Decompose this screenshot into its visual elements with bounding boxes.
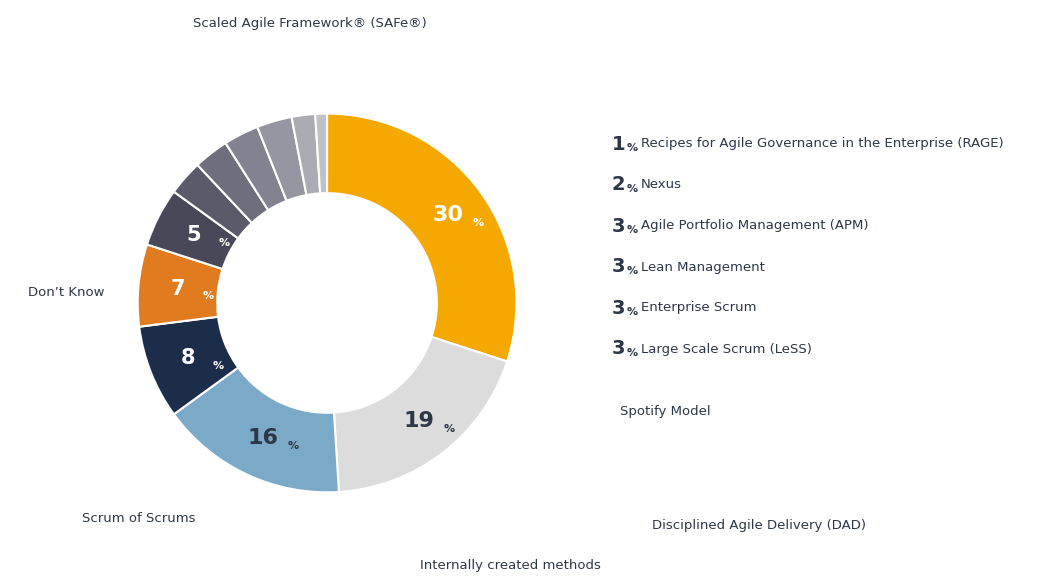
Text: 3: 3: [612, 339, 625, 359]
Text: Recipes for Agile Governance in the Enterprise (RAGE): Recipes for Agile Governance in the Ente…: [641, 137, 1003, 150]
Text: Disciplined Agile Delivery (DAD): Disciplined Agile Delivery (DAD): [652, 518, 866, 531]
Wedge shape: [315, 114, 327, 193]
Text: 3: 3: [612, 258, 625, 276]
Text: %: %: [443, 424, 455, 434]
Text: %: %: [212, 360, 224, 370]
Wedge shape: [174, 165, 252, 238]
Text: %: %: [627, 225, 638, 235]
Wedge shape: [197, 143, 268, 223]
Text: Scaled Agile Framework® (SAFe®): Scaled Agile Framework® (SAFe®): [193, 18, 427, 31]
Wedge shape: [147, 192, 238, 269]
Text: %: %: [627, 307, 638, 317]
Text: %: %: [288, 441, 300, 451]
Wedge shape: [257, 117, 306, 201]
Text: 16: 16: [248, 429, 279, 448]
Text: %: %: [627, 184, 638, 194]
Text: Spotify Model: Spotify Model: [620, 406, 711, 419]
Text: %: %: [627, 266, 638, 276]
Text: 7: 7: [171, 279, 186, 299]
Wedge shape: [334, 337, 507, 492]
Text: 3: 3: [612, 299, 625, 318]
Wedge shape: [138, 244, 223, 327]
Text: 19: 19: [403, 411, 435, 431]
Text: 2: 2: [612, 176, 625, 194]
Text: Nexus: Nexus: [641, 178, 682, 191]
Text: 3: 3: [612, 217, 625, 235]
Text: %: %: [203, 292, 214, 302]
Wedge shape: [327, 114, 516, 362]
Text: 8: 8: [180, 348, 195, 368]
Text: Agile Portfolio Management (APM): Agile Portfolio Management (APM): [641, 220, 868, 232]
Text: 5: 5: [187, 225, 202, 245]
Wedge shape: [291, 114, 320, 195]
Wedge shape: [226, 127, 287, 210]
Text: %: %: [627, 143, 638, 153]
Text: 1: 1: [612, 134, 625, 153]
Text: Internally created methods: Internally created methods: [420, 558, 600, 572]
Text: 30: 30: [433, 205, 463, 225]
Text: %: %: [473, 218, 484, 228]
Wedge shape: [139, 317, 238, 414]
Wedge shape: [174, 367, 339, 492]
Text: Enterprise Scrum: Enterprise Scrum: [641, 302, 756, 315]
Text: Large Scale Scrum (LeSS): Large Scale Scrum (LeSS): [641, 342, 812, 356]
Text: %: %: [627, 348, 638, 358]
Text: Lean Management: Lean Management: [641, 261, 765, 274]
Text: %: %: [218, 238, 230, 248]
Text: Don’t Know: Don’t Know: [28, 285, 104, 299]
Text: Scrum of Scrums: Scrum of Scrums: [82, 512, 195, 525]
